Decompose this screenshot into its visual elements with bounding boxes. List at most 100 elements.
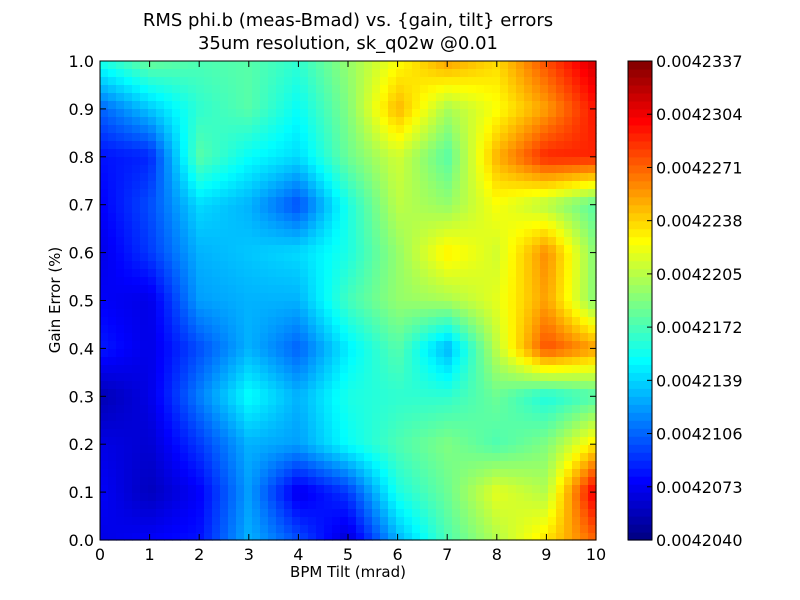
contour-cell [564,285,573,294]
contour-cell [588,221,597,230]
contour-cell [356,341,365,350]
contour-cell [124,125,133,134]
contour-cell [356,461,365,470]
contour-cell [516,429,525,438]
contour-cell [196,117,205,126]
contour-cell [324,157,333,166]
contour-cell [524,141,533,150]
contour-cell [548,317,557,326]
contour-cell [188,485,197,494]
contour-cell [204,445,213,454]
contour-cell [572,77,581,86]
contour-cell [356,253,365,262]
contour-cell [356,405,365,414]
contour-cell [356,141,365,150]
contour-cell [548,461,557,470]
contour-cell [452,181,461,190]
contour-cell [156,533,165,541]
contour-cell [348,221,357,230]
contour-cell [580,261,589,270]
contour-cell [196,373,205,382]
contour-cell [396,405,405,414]
contour-cell [348,101,357,110]
contour-cell [484,389,493,398]
contour-cell [588,493,597,502]
contour-cell [276,365,285,374]
contour-cell [100,125,109,134]
contour-cell [220,229,229,238]
contour-cell [292,389,301,398]
contour-cell [444,181,453,190]
contour-cell [428,197,437,206]
contour-cell [236,389,245,398]
contour-cell [108,197,117,206]
contour-cell [108,533,117,541]
contour-cell [468,437,477,446]
contour-cell [380,133,389,142]
contour-cell [364,381,373,390]
contour-cell [260,485,269,494]
contour-cell [236,405,245,414]
contour-cell [484,61,493,70]
contour-cell [436,245,445,254]
contour-cell [116,141,125,150]
contour-cell [212,413,221,422]
contour-cell [164,373,173,382]
contour-cell [532,173,541,182]
contour-cell [316,509,325,518]
contour-cell [260,437,269,446]
contour-cell [204,101,213,110]
contour-cell [284,341,293,350]
contour-cell [260,349,269,358]
contour-cell [516,341,525,350]
contour-cell [452,277,461,286]
contour-cell [148,165,157,174]
contour-cell [284,493,293,502]
contour-cell [252,461,261,470]
contour-cell [500,293,509,302]
contour-cell [436,189,445,198]
contour-cell [204,109,213,118]
contour-cell [396,85,405,94]
contour-cell [300,285,309,294]
contour-cell [276,341,285,350]
contour-cell [316,413,325,422]
contour-cell [228,165,237,174]
contour-cell [564,269,573,278]
contour-cell [220,85,229,94]
contour-cell [356,333,365,342]
contour-cell [268,485,277,494]
contour-cell [580,213,589,222]
contour-cell [292,325,301,334]
contour-cell [556,525,565,534]
contour-cell [212,445,221,454]
contour-cell [412,253,421,262]
contour-cell [468,365,477,374]
contour-cell [188,493,197,502]
contour-cell [252,261,261,270]
contour-cell [172,309,181,318]
contour-cell [380,437,389,446]
contour-cell [140,533,149,541]
contour-cell [284,245,293,254]
contour-cell [116,325,125,334]
contour-cell [484,317,493,326]
contour-cell [156,397,165,406]
contour-cell [124,85,133,94]
contour-cell [260,317,269,326]
contour-cell [508,333,517,342]
contour-cell [148,477,157,486]
contour-cell [556,237,565,246]
contour-cell [476,133,485,142]
contour-cell [540,269,549,278]
contour-cell [260,461,269,470]
contour-cell [564,509,573,518]
contour-cell [484,229,493,238]
contour-cell [372,181,381,190]
contour-cell [124,277,133,286]
contour-cell [340,101,349,110]
contour-cell [580,149,589,158]
contour-cell [540,477,549,486]
contour-cell [484,477,493,486]
contour-cell [292,269,301,278]
